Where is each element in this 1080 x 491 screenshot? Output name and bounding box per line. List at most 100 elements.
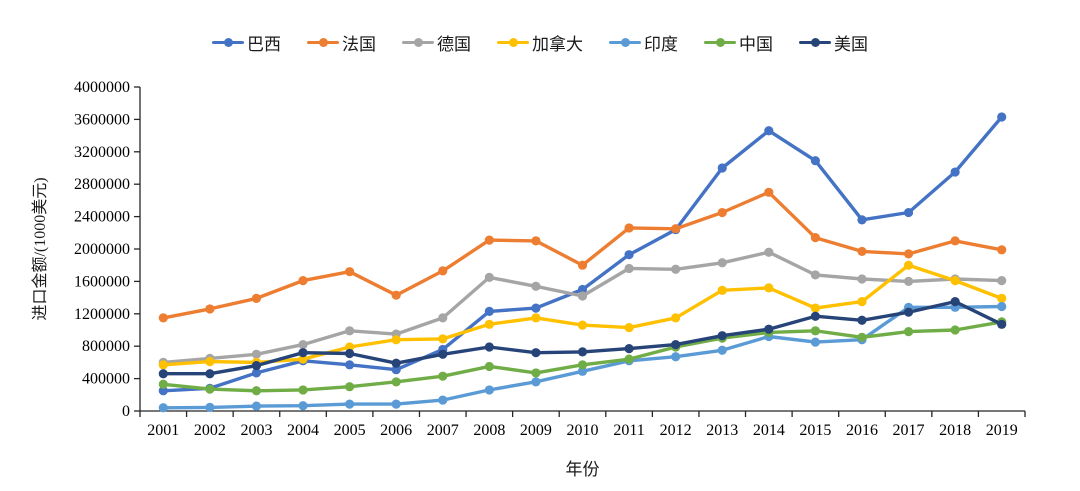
data-point-marker-法国: [764, 187, 774, 197]
legend-line-marker-icon: [497, 37, 529, 48]
data-point-marker-印度: [484, 385, 494, 395]
x-tick-label: 2007: [427, 422, 459, 439]
legend-item-label: 中国: [739, 35, 773, 54]
x-tick-label: 2002: [194, 422, 226, 439]
legend-item-label: 德国: [437, 35, 471, 54]
data-point-marker-中国: [251, 386, 262, 396]
y-tick-label: 2000000: [74, 241, 130, 258]
data-point-marker-中国: [158, 379, 168, 389]
data-point-marker-中国: [950, 325, 960, 335]
data-point-marker-巴西: [857, 215, 867, 225]
data-point-marker-印度: [577, 366, 588, 376]
data-point-marker-德国: [997, 275, 1007, 286]
data-point-marker-德国: [251, 349, 262, 359]
data-point-marker-中国: [903, 327, 914, 337]
data-point-marker-德国: [857, 274, 867, 284]
x-tick-label: 2011: [613, 422, 644, 439]
data-point-marker-中国: [531, 368, 541, 378]
legend-item-法国: 法国: [307, 30, 376, 55]
data-point-marker-巴西: [764, 126, 774, 136]
x-tick-label: 2014: [753, 422, 785, 439]
data-point-marker-加拿大: [205, 356, 215, 367]
y-tick-label: 4000000: [74, 79, 130, 96]
data-point-marker-加拿大: [345, 342, 355, 352]
data-point-marker-法国: [345, 267, 355, 277]
data-point-marker-巴西: [950, 167, 960, 177]
data-point-marker-美国: [251, 361, 262, 371]
data-point-marker-法国: [624, 223, 634, 233]
data-point-marker-印度: [997, 301, 1007, 312]
data-point-marker-加拿大: [810, 303, 820, 313]
data-point-marker-法国: [810, 233, 820, 243]
data-point-marker-美国: [671, 339, 681, 350]
data-point-marker-美国: [857, 315, 867, 325]
x-tick-label: 2019: [986, 422, 1018, 439]
data-point-marker-美国: [484, 342, 494, 352]
data-point-marker-美国: [903, 307, 914, 317]
data-point-marker-法国: [251, 293, 262, 304]
data-point-marker-印度: [205, 402, 215, 412]
data-point-marker-美国: [764, 324, 774, 334]
data-point-marker-德国: [671, 264, 681, 274]
data-point-marker-加拿大: [391, 335, 401, 345]
data-point-marker-美国: [391, 358, 401, 368]
legend-line-marker-icon: [402, 37, 434, 48]
data-point-marker-法国: [158, 313, 168, 323]
data-point-marker-德国: [345, 326, 355, 336]
data-point-marker-巴西: [810, 156, 820, 166]
x-tick-label: 2016: [846, 422, 878, 439]
y-tick-label: 1200000: [74, 306, 130, 323]
x-tick-label: 2004: [287, 422, 319, 439]
data-point-marker-加拿大: [298, 354, 308, 364]
y-tick-label: 800000: [82, 338, 130, 355]
data-point-marker-中国: [345, 382, 355, 392]
y-tick-label: 3600000: [74, 111, 130, 128]
legend-item-label: 法国: [342, 35, 376, 54]
x-tick-label: 2006: [380, 422, 412, 439]
data-point-marker-法国: [717, 207, 727, 218]
data-point-marker-法国: [577, 260, 588, 270]
legend-item-美国: 美国: [799, 30, 868, 55]
data-point-marker-加拿大: [624, 322, 634, 333]
data-point-marker-加拿大: [903, 260, 914, 270]
data-point-marker-美国: [205, 369, 215, 379]
data-point-marker-加拿大: [484, 319, 494, 329]
data-point-marker-美国: [950, 297, 960, 307]
legend-item-印度: 印度: [609, 30, 678, 55]
data-point-marker-加拿大: [671, 313, 681, 323]
data-point-marker-美国: [997, 319, 1007, 329]
data-point-marker-巴西: [997, 112, 1007, 122]
data-point-marker-中国: [391, 377, 401, 387]
data-point-marker-印度: [810, 337, 820, 347]
data-point-marker-印度: [158, 403, 168, 413]
data-point-marker-法国: [484, 235, 494, 245]
x-tick-label: 2012: [660, 422, 692, 439]
y-tick-label: 2400000: [74, 209, 130, 226]
legend-item-巴西: 巴西: [212, 30, 281, 55]
x-axis-title: 年份: [565, 460, 600, 479]
data-point-marker-德国: [810, 270, 820, 280]
data-point-marker-加拿大: [997, 293, 1007, 304]
data-point-marker-德国: [624, 263, 634, 274]
y-tick-label: 3200000: [74, 144, 130, 161]
data-point-marker-法国: [298, 275, 308, 286]
data-point-marker-德国: [577, 291, 588, 301]
data-point-marker-加拿大: [717, 285, 727, 295]
legend-item-label: 印度: [644, 35, 678, 54]
y-tick-label: 0: [122, 403, 130, 420]
data-point-marker-美国: [810, 311, 820, 321]
x-tick-label: 2009: [520, 422, 552, 439]
data-point-marker-巴西: [577, 284, 588, 295]
x-tick-label: 2005: [334, 422, 366, 439]
data-point-marker-加拿大: [438, 334, 448, 344]
data-point-marker-巴西: [903, 207, 914, 218]
data-point-marker-印度: [671, 352, 681, 362]
data-point-marker-德国: [298, 339, 308, 350]
x-tick-label: 2018: [939, 422, 971, 439]
x-tick-label: 2003: [240, 422, 272, 439]
data-point-marker-中国: [484, 361, 494, 372]
data-point-marker-中国: [624, 354, 634, 364]
legend-item-label: 美国: [834, 35, 868, 54]
data-point-marker-加拿大: [577, 320, 588, 330]
